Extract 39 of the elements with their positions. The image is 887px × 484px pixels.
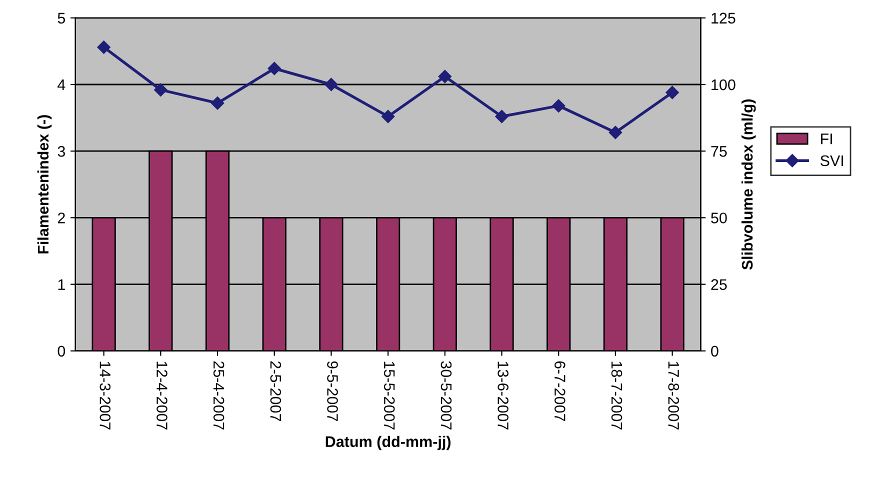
x-tick-label: 25-4-2007: [213, 361, 224, 430]
y2-tick-label: 25: [711, 279, 727, 290]
legend-label: FI: [821, 134, 832, 144]
y-axis-title: Filamentenindex (-): [37, 115, 52, 254]
y2-tick-label: 0: [711, 346, 718, 357]
point: [154, 83, 168, 96]
point: [324, 78, 338, 92]
x-axis-title: Datum (dd-mm-jj): [326, 436, 451, 450]
x-tick-label: 17-8-2007: [668, 362, 680, 430]
x-tick-label: 2-5-2007: [270, 361, 282, 422]
y2-tick-label: 125: [712, 12, 736, 24]
x-tick-label: 18-7-2007: [611, 362, 622, 430]
point: [210, 96, 224, 110]
x-tick-label: 30-5-2007: [440, 361, 452, 430]
point: [268, 62, 281, 76]
point: [552, 99, 566, 112]
y2-tick-label: 50: [711, 212, 727, 224]
y-tick-label: 5: [58, 12, 66, 24]
point: [495, 110, 508, 124]
y-tick-label: 0: [58, 346, 66, 357]
y-tick-label: 3: [58, 146, 65, 157]
y-tick-label: 4: [58, 80, 66, 90]
y-tick-label: 1: [58, 279, 65, 290]
x-tick-label: 14-3-2007: [100, 362, 111, 430]
x-tick-label: 13-6-2007: [498, 362, 508, 430]
y-tick-label: 2: [58, 212, 65, 224]
x-tick-label: 9-5-2007: [327, 361, 338, 422]
legend-label: SVI: [820, 155, 844, 166]
y2-tick-label: 100: [712, 79, 736, 90]
x-tick-label: 15-5-2007: [384, 362, 395, 430]
y2-axis-title: Slibvolume index (ml/g): [741, 99, 756, 270]
x-tick-label: 12-4-2007: [156, 362, 168, 430]
point: [97, 40, 110, 54]
point: [608, 126, 622, 140]
point: [381, 110, 395, 124]
x-tick-label: 6-7-2007: [554, 361, 566, 422]
y2-tick-label: 75: [711, 146, 727, 157]
point: [438, 70, 452, 84]
point: [666, 86, 679, 100]
